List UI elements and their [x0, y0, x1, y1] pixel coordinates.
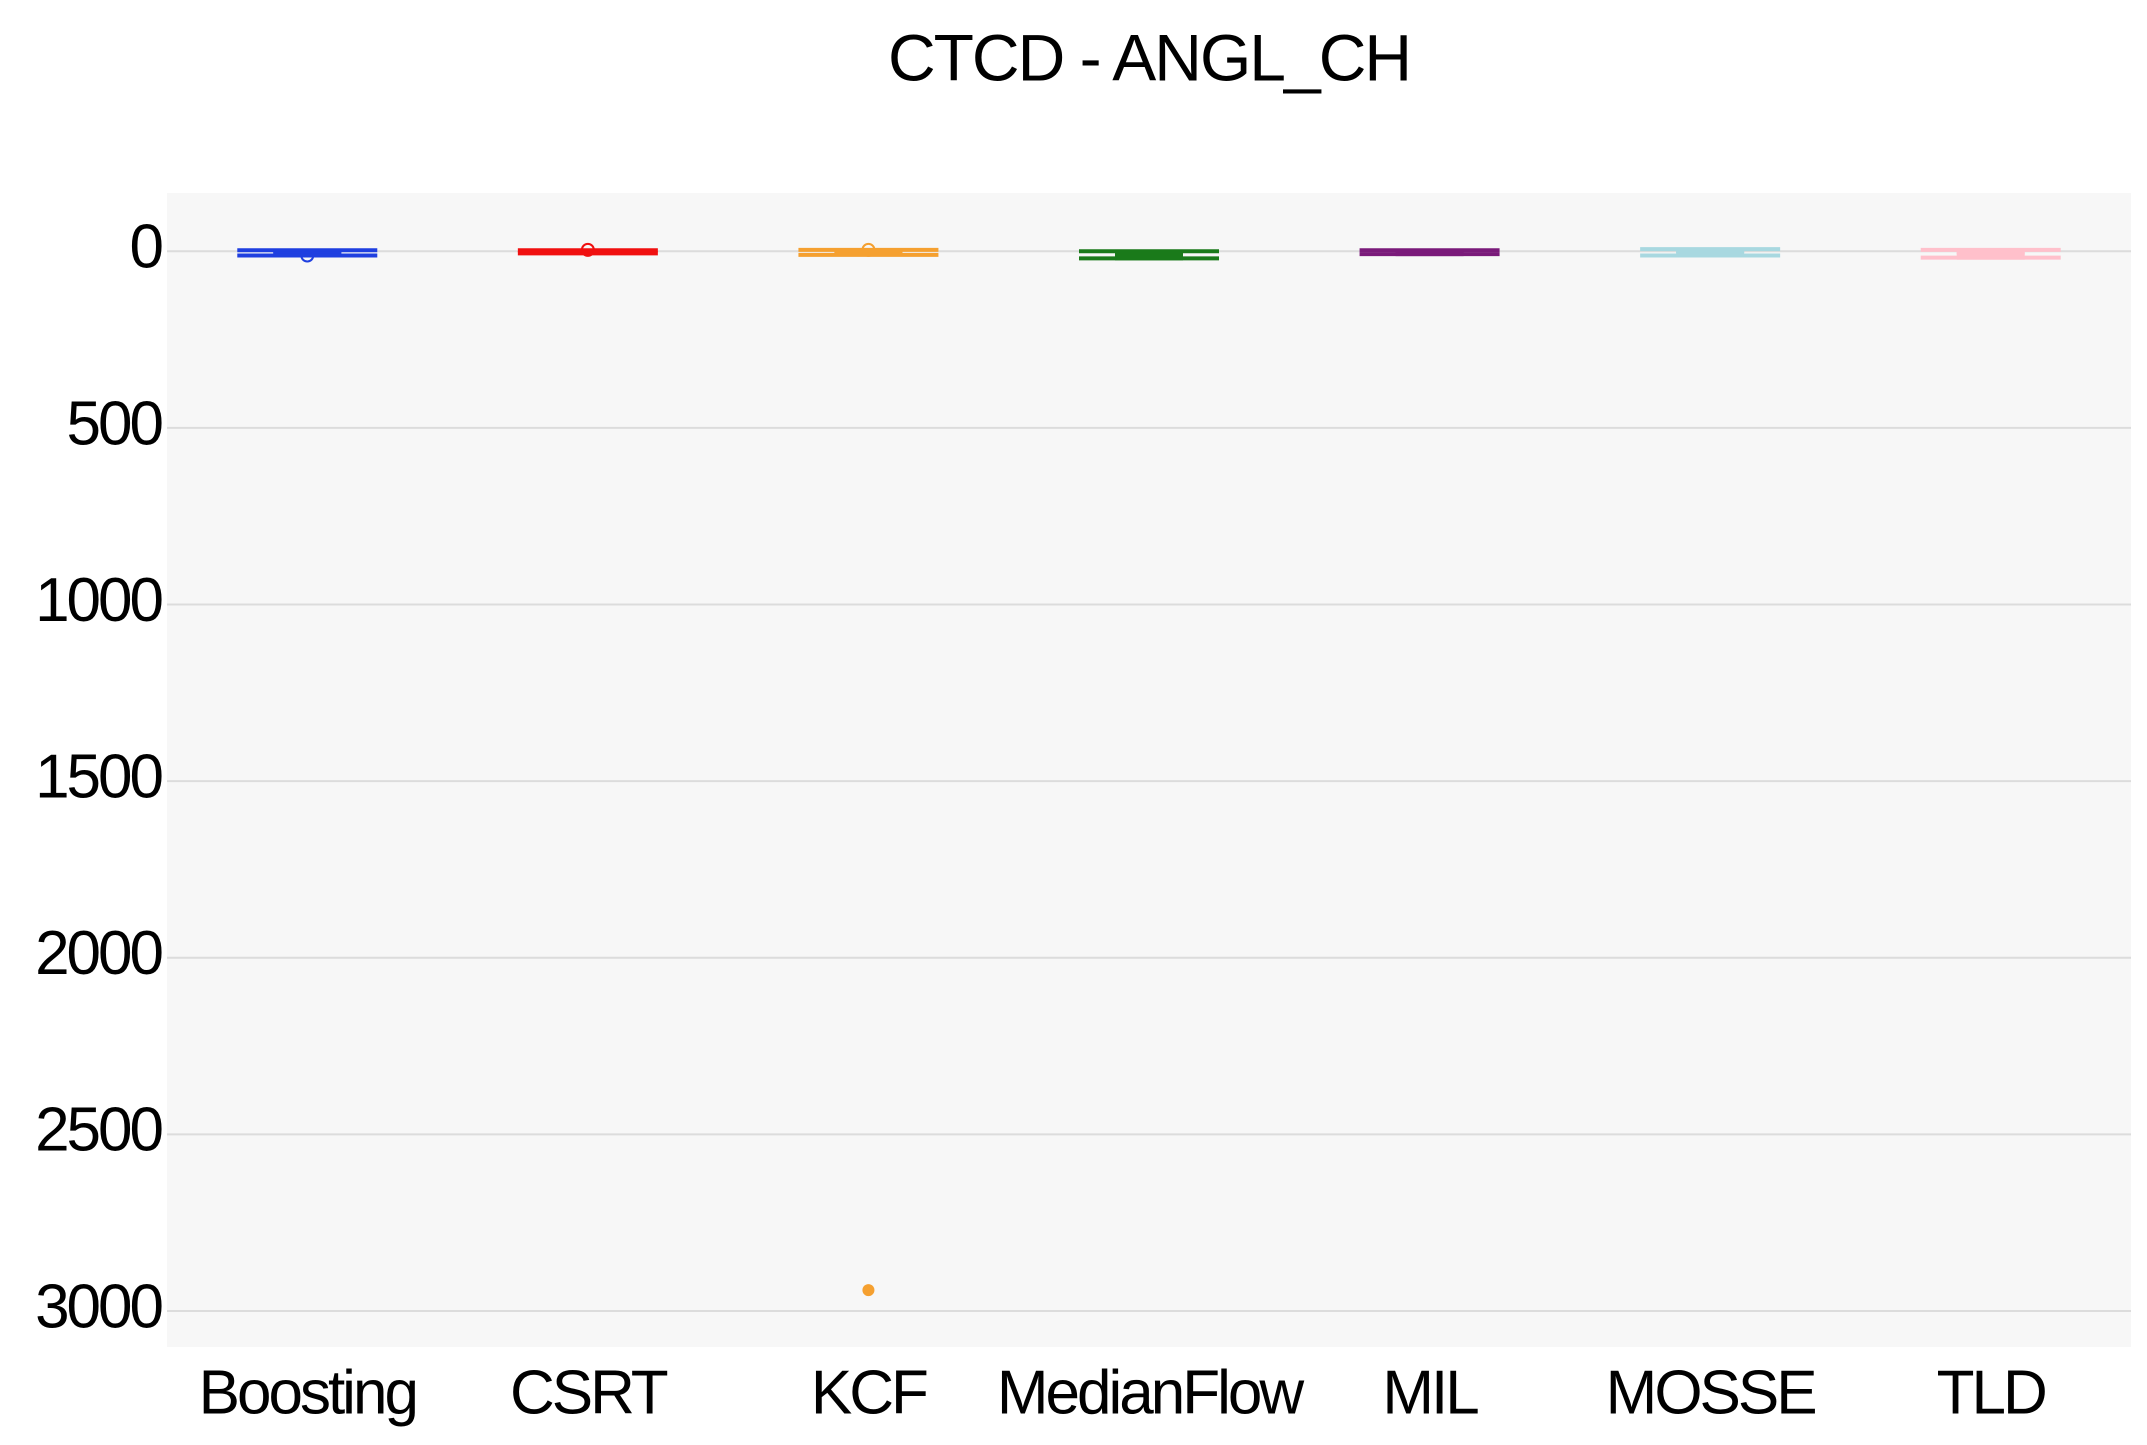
mean-marker: [300, 248, 315, 263]
x-tick-label: MedianFlow: [997, 1358, 1304, 1427]
plot-area: [167, 193, 2131, 1347]
y-tick-label: 2000: [35, 919, 162, 988]
x-tick-label: MIL: [1382, 1358, 1478, 1427]
box: [1115, 249, 1183, 261]
chart-title: CTCD - ANGL_CH: [888, 20, 1410, 94]
y-tick-label: 2500: [35, 1096, 162, 1165]
y-tick-label: 500: [67, 389, 163, 458]
x-tick-label: TLD: [1937, 1358, 2045, 1427]
x-tick-label: Boosting: [199, 1358, 416, 1427]
mean-marker: [580, 242, 595, 257]
box: [1956, 249, 2025, 260]
y-tick-label: 3000: [35, 1272, 162, 1341]
x-tick-label: CSRT: [510, 1358, 668, 1427]
y-tick-label: 1500: [35, 743, 162, 812]
y-tick-label: 1000: [35, 566, 162, 635]
outlier: [862, 1284, 875, 1297]
y-tick-label: 0: [130, 213, 163, 282]
mean-marker: [861, 242, 876, 257]
x-tick-label: MOSSE: [1606, 1358, 1816, 1427]
x-tick-label: KCF: [811, 1358, 927, 1427]
